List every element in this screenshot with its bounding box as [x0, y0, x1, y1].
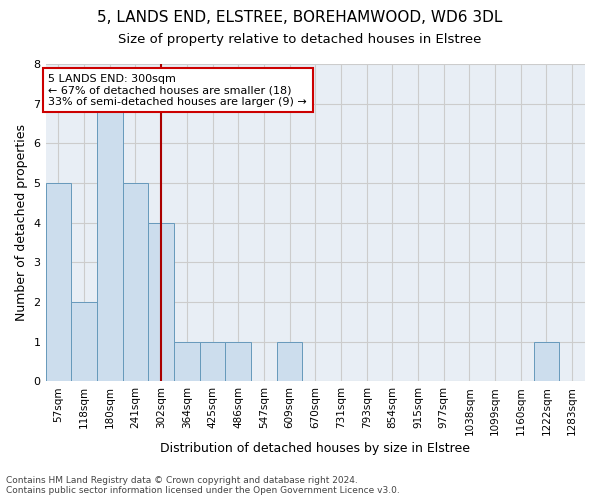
Bar	[148, 222, 174, 382]
Bar	[97, 104, 122, 382]
Bar	[122, 183, 148, 382]
Bar	[200, 342, 226, 382]
Bar	[71, 302, 97, 382]
Bar	[46, 183, 71, 382]
Bar	[226, 342, 251, 382]
Y-axis label: Number of detached properties: Number of detached properties	[15, 124, 28, 321]
Bar	[174, 342, 200, 382]
Text: Contains HM Land Registry data © Crown copyright and database right 2024.
Contai: Contains HM Land Registry data © Crown c…	[6, 476, 400, 495]
Text: 5, LANDS END, ELSTREE, BOREHAMWOOD, WD6 3DL: 5, LANDS END, ELSTREE, BOREHAMWOOD, WD6 …	[97, 10, 503, 25]
Bar	[277, 342, 302, 382]
Bar	[533, 342, 559, 382]
Text: 5 LANDS END: 300sqm
← 67% of detached houses are smaller (18)
33% of semi-detach: 5 LANDS END: 300sqm ← 67% of detached ho…	[48, 74, 307, 106]
X-axis label: Distribution of detached houses by size in Elstree: Distribution of detached houses by size …	[160, 442, 470, 455]
Text: Size of property relative to detached houses in Elstree: Size of property relative to detached ho…	[118, 32, 482, 46]
